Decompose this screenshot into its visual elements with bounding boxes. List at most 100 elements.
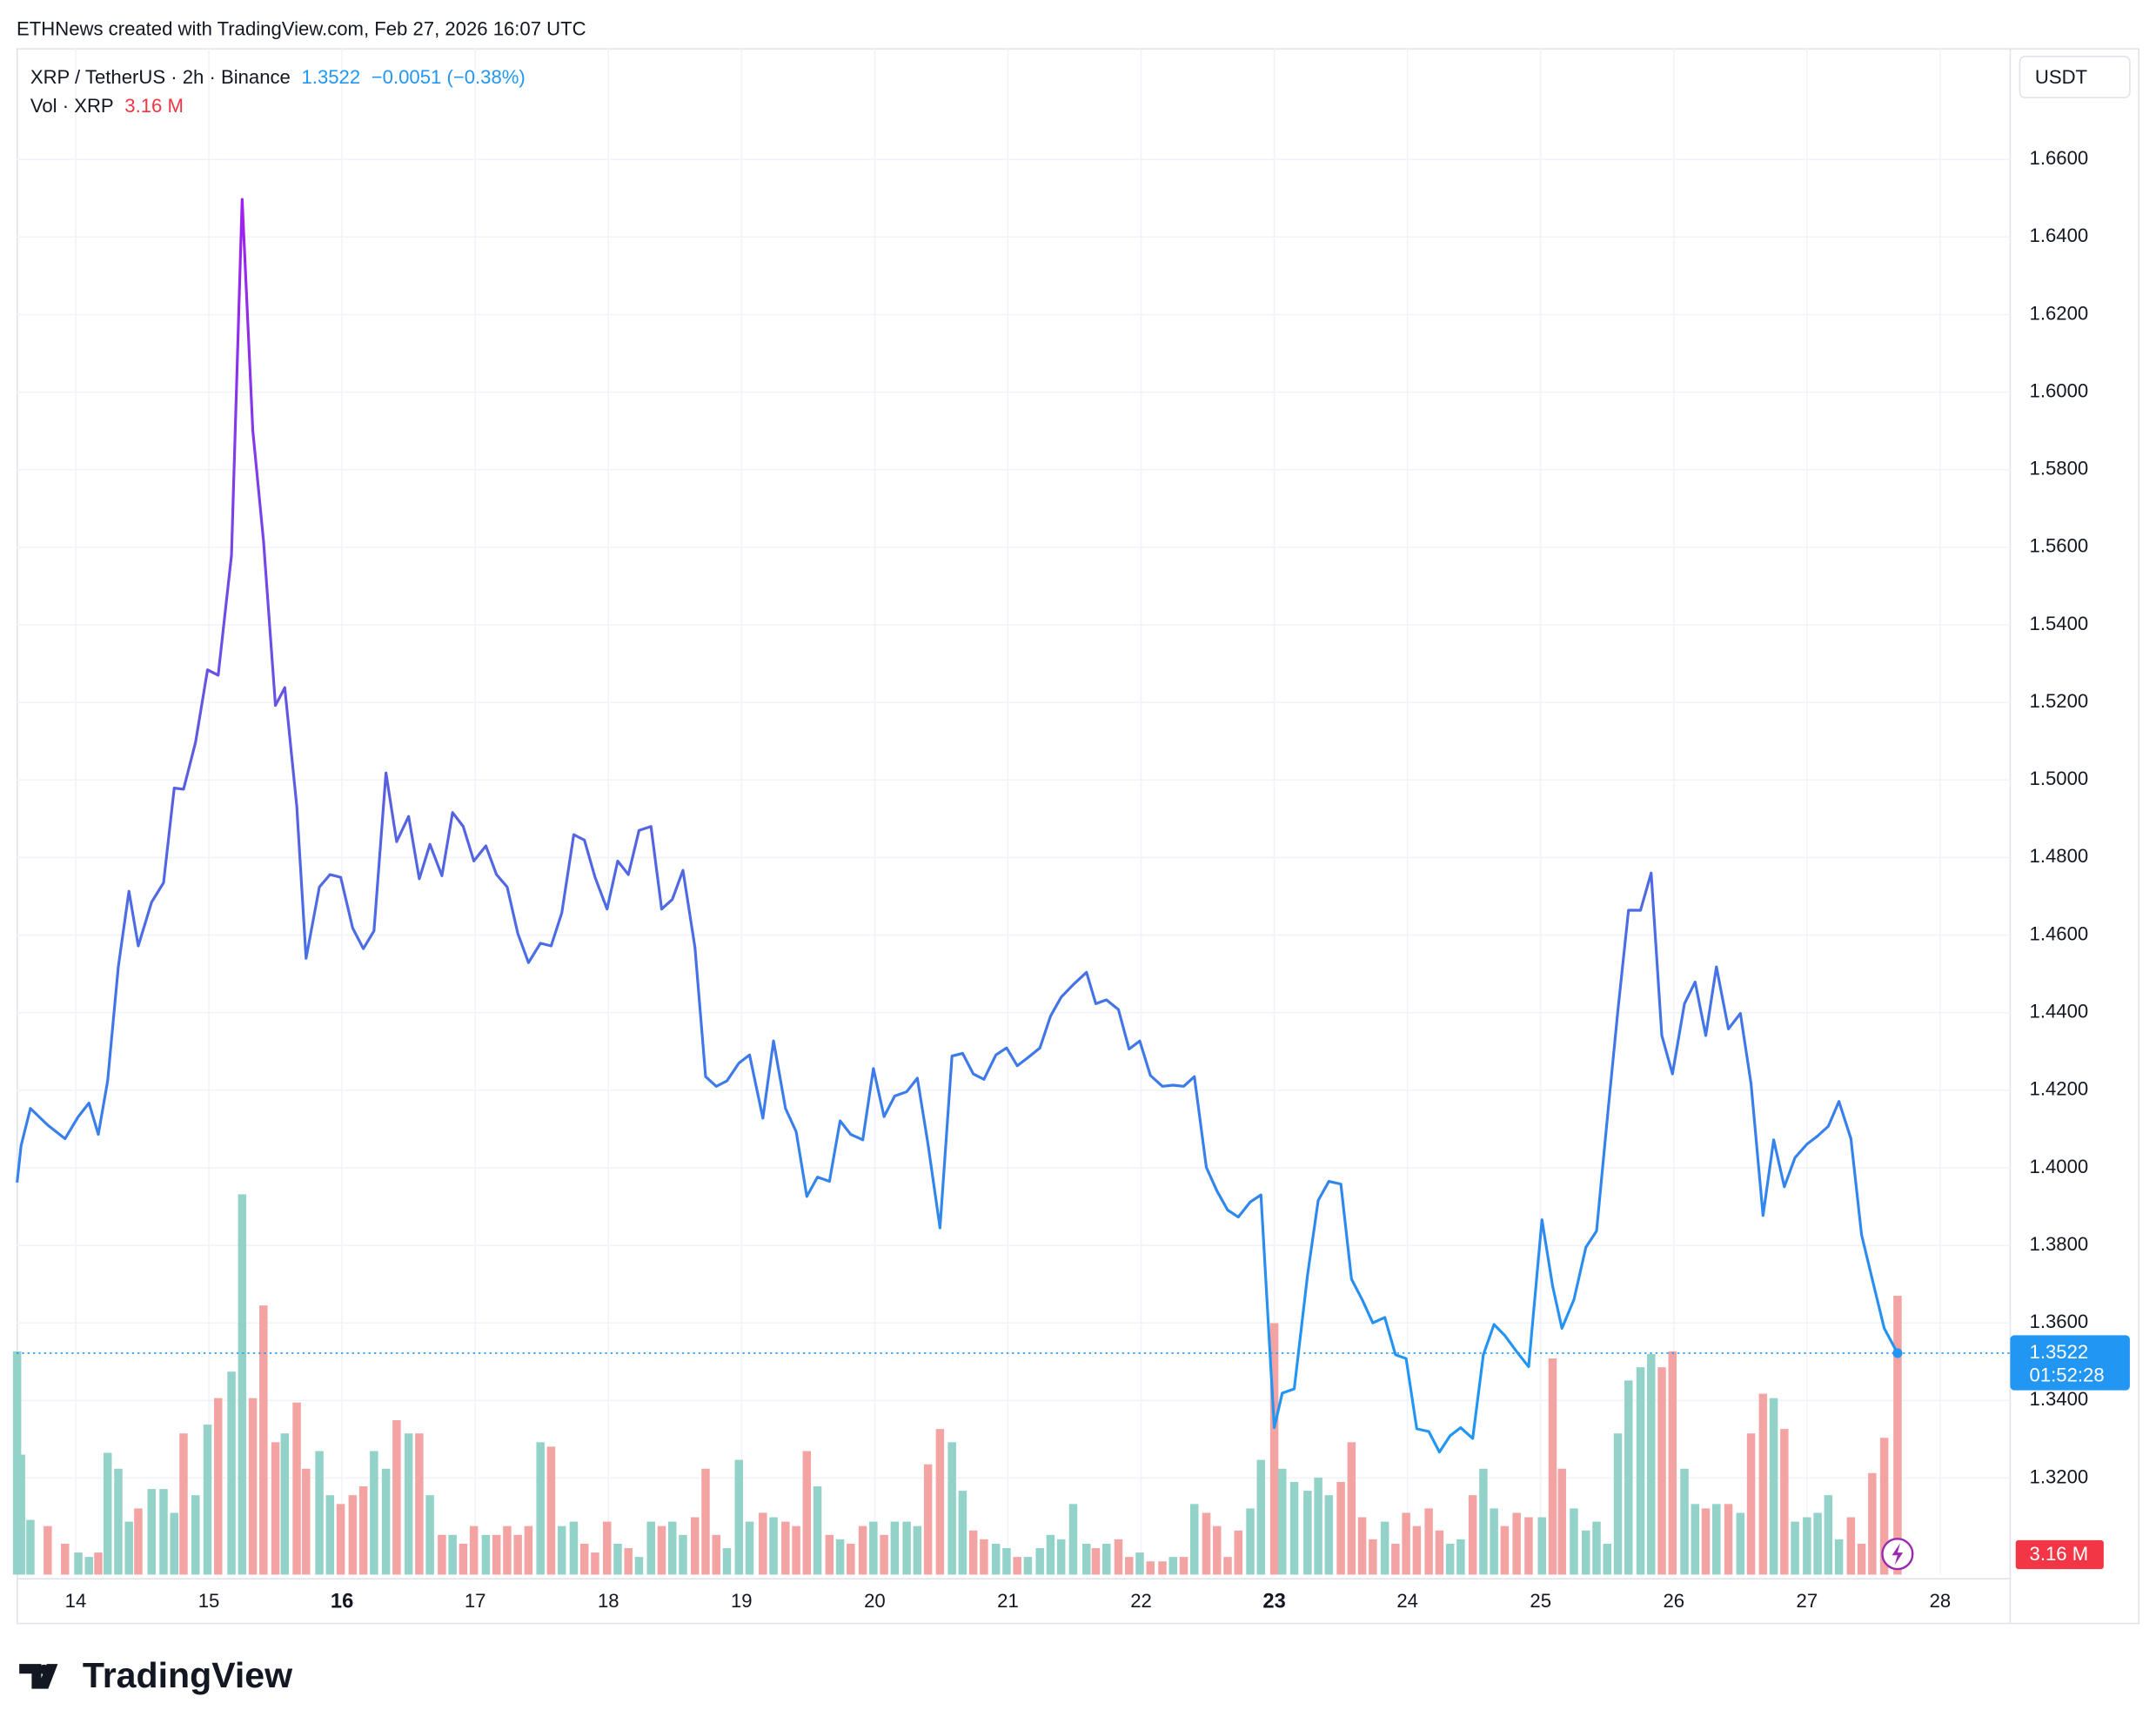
- volume-bar: [613, 1543, 622, 1575]
- volume-bar: [1278, 1468, 1287, 1575]
- volume-bar: [802, 1451, 812, 1575]
- volume-bar: [1223, 1557, 1232, 1575]
- volume-bar: [1234, 1530, 1242, 1575]
- volume-bar: [238, 1194, 247, 1575]
- volume-bar: [1769, 1398, 1778, 1575]
- volume-bar: [1125, 1557, 1134, 1575]
- x-tick-label: 15: [198, 1590, 220, 1612]
- x-tick-label: 24: [1396, 1590, 1418, 1612]
- volume-bar: [1736, 1512, 1745, 1575]
- volume-bar: [667, 1521, 677, 1575]
- volume-bar: [1468, 1495, 1477, 1575]
- volume-bar: [280, 1433, 290, 1575]
- volume-bar: [227, 1371, 236, 1575]
- volume-bar: [392, 1419, 401, 1575]
- volume-bar: [602, 1521, 612, 1575]
- volume-bar: [74, 1552, 83, 1575]
- volume-bar: [1668, 1351, 1677, 1575]
- y-tick-label: 1.6000: [2030, 379, 2089, 401]
- volume-bar: [1512, 1512, 1521, 1575]
- volume-bar: [792, 1525, 800, 1575]
- volume-bar: [1289, 1481, 1299, 1575]
- volume-bar: [1592, 1521, 1601, 1575]
- volume-bar: [381, 1468, 391, 1575]
- price-line: [16, 198, 1899, 1454]
- volume-badge: [2015, 1539, 2104, 1570]
- volume-bar: [438, 1534, 446, 1575]
- volume-bar: [1524, 1517, 1533, 1575]
- volume-bar: [114, 1468, 123, 1575]
- volume-bar: [1046, 1534, 1055, 1575]
- volume-bar: [425, 1495, 434, 1575]
- volume-bar: [404, 1433, 413, 1575]
- last-point: [1892, 1348, 1903, 1358]
- volume-bar: [546, 1446, 556, 1575]
- volume-bar: [1846, 1517, 1856, 1575]
- y-tick-label: 1.3800: [2030, 1233, 2089, 1255]
- x-tick-label: 18: [598, 1590, 619, 1612]
- volume-bar: [722, 1548, 732, 1575]
- y-tick-label: 1.6400: [2030, 225, 2089, 246]
- volume-bar: [1435, 1530, 1444, 1575]
- volume-bar: [701, 1468, 710, 1575]
- volume-bar: [646, 1521, 655, 1575]
- volume-bar: [524, 1525, 533, 1575]
- volume-bar: [1091, 1548, 1101, 1575]
- volume-bar: [1893, 1296, 1902, 1575]
- volume-bar: [1813, 1512, 1822, 1575]
- logo: TradingView: [19, 1655, 293, 1695]
- volume-bar: [1412, 1525, 1422, 1575]
- volume-bar: [292, 1402, 301, 1575]
- volume-bar: [1068, 1504, 1078, 1575]
- volume-bar: [503, 1525, 512, 1575]
- volume-bar: [1868, 1472, 1877, 1575]
- volume-bar: [1369, 1539, 1377, 1575]
- volume-bar: [902, 1521, 911, 1575]
- volume-bar: [159, 1489, 168, 1575]
- volume-bar: [1603, 1543, 1611, 1575]
- volume-bar: [84, 1557, 94, 1575]
- y-tick-label: 1.3400: [2030, 1388, 2089, 1410]
- volume-bar: [691, 1517, 700, 1575]
- volume-bar: [1624, 1380, 1633, 1575]
- y-tick-label: 1.5600: [2030, 535, 2089, 557]
- volume-bar: [958, 1491, 968, 1575]
- x-tick-label: 25: [1530, 1590, 1551, 1612]
- currency[interactable]: USDT: [2035, 66, 2087, 88]
- bolt: [1892, 1543, 1904, 1566]
- volume-bar: [813, 1486, 822, 1575]
- last-price: 1.3522: [302, 66, 361, 88]
- volume-bar: [44, 1525, 52, 1575]
- volume-bar: [1303, 1491, 1312, 1575]
- y-tick-label: 1.5000: [2030, 768, 2089, 789]
- volume-last: 3.16 M: [124, 95, 184, 117]
- volume-bar: [214, 1398, 223, 1575]
- volume-bar: [94, 1552, 103, 1575]
- volume-bar: [1445, 1543, 1455, 1575]
- volume-bar: [191, 1495, 200, 1575]
- volume-bar: [1246, 1508, 1255, 1575]
- last-price-label: 1.3522: [2030, 1341, 2089, 1363]
- volume-bar: [60, 1543, 70, 1575]
- x-tick-label: 23: [1262, 1590, 1285, 1613]
- volume-bar: [1056, 1539, 1066, 1575]
- x-tick-label: 28: [1930, 1590, 1952, 1612]
- volume-bar: [1712, 1504, 1721, 1575]
- volume-bar: [745, 1521, 754, 1575]
- y-tick-label: 1.5200: [2030, 690, 2089, 712]
- y-tick-label: 1.4600: [2030, 922, 2089, 944]
- volume-bar: [147, 1489, 156, 1575]
- volume-bar: [1557, 1468, 1566, 1575]
- volume-bar: [923, 1464, 933, 1575]
- volume-bar: [1724, 1504, 1733, 1575]
- currency-button[interactable]: [2019, 56, 2131, 98]
- volume-bar: [315, 1451, 324, 1575]
- logo-dot: [39, 1664, 50, 1674]
- volume-bar: [1537, 1517, 1546, 1575]
- symbol: XRP / TetherUS · 2h · Binance: [30, 66, 291, 88]
- volume-bar: [935, 1429, 945, 1575]
- marks: [16, 198, 2011, 1454]
- volume-bar: [825, 1534, 834, 1575]
